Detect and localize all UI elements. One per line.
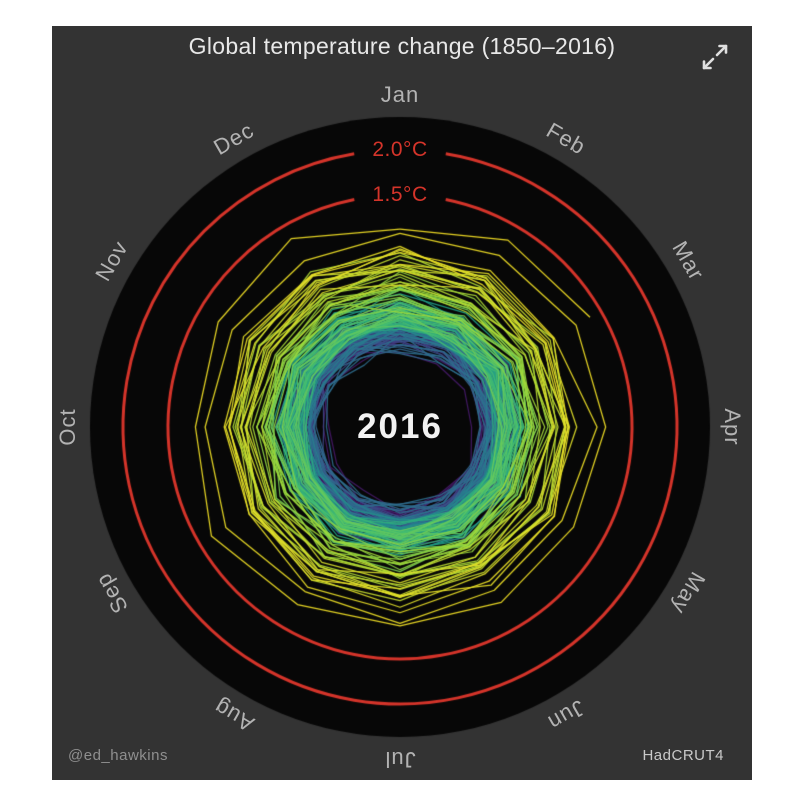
ring-label-1.5: 1.5°C — [372, 183, 428, 206]
temperature-spiral-chart — [52, 26, 752, 780]
month-label-jan: Jan — [380, 82, 420, 107]
dataset-credit: HadCRUT4 — [642, 747, 724, 764]
ring-label-2: 2.0°C — [372, 138, 428, 161]
expand-arrows-icon[interactable] — [698, 40, 732, 74]
month-label-apr: Apr — [720, 408, 745, 446]
center-year-label: 2016 — [357, 407, 443, 446]
author-credit: @ed_hawkins — [68, 747, 168, 764]
month-label-oct: Oct — [55, 408, 80, 446]
month-label-jul: Jul — [384, 747, 416, 772]
climate-spiral-panel: Global temperature change (1850–2016) 1.… — [52, 26, 752, 780]
chart-title: Global temperature change (1850–2016) — [188, 33, 616, 59]
